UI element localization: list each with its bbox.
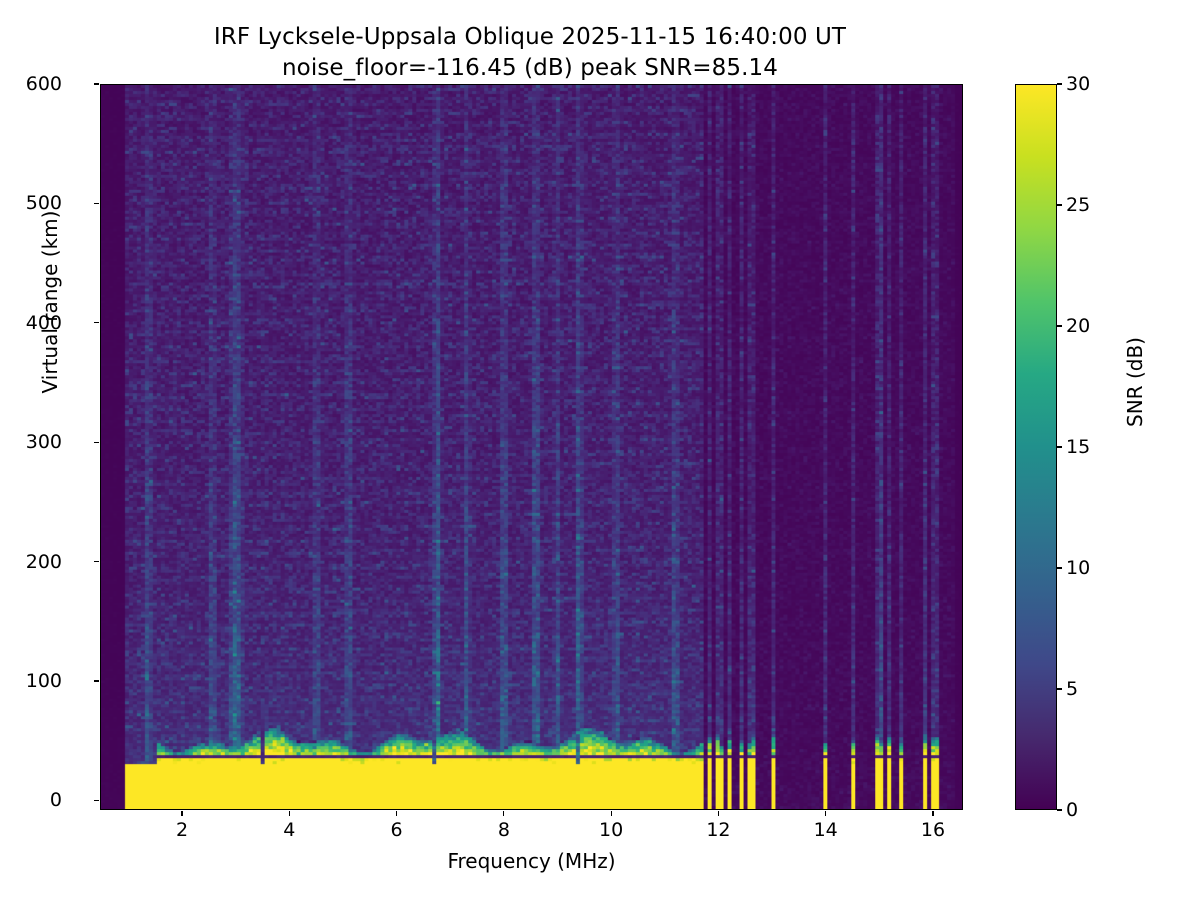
colorbar-tick-label-5: 5 xyxy=(1066,678,1079,700)
x-tick-label-14: 14 xyxy=(813,819,838,841)
y-tick-label-100: 100 xyxy=(25,670,62,693)
colorbar-tick-label-30: 30 xyxy=(1066,73,1091,95)
y-tick-300 xyxy=(94,441,99,443)
figure-title: IRF Lycksele-Uppsala Oblique 2025-11-15 … xyxy=(0,22,1060,83)
y-tick-100 xyxy=(94,680,99,682)
y-tick-label-0: 0 xyxy=(49,789,62,812)
x-tick-10 xyxy=(610,811,612,816)
colorbar-tick-label-25: 25 xyxy=(1066,194,1091,216)
y-tick-label-500: 500 xyxy=(25,192,62,215)
y-tick-label-300: 300 xyxy=(25,431,62,454)
y-tick-label-200: 200 xyxy=(25,550,62,573)
x-tick-label-10: 10 xyxy=(599,819,624,841)
x-tick-4 xyxy=(288,811,290,816)
y-tick-0 xyxy=(94,799,99,802)
y-tick-200 xyxy=(94,561,99,563)
colorbar-tick-label-20: 20 xyxy=(1066,315,1091,337)
x-tick-16 xyxy=(932,811,934,816)
x-tick-label-8: 8 xyxy=(497,819,510,841)
x-tick-label-6: 6 xyxy=(390,819,403,841)
colorbar-tick-20 xyxy=(1057,325,1062,327)
x-tick-6 xyxy=(396,811,398,816)
x-tick-14 xyxy=(825,811,827,816)
y-tick-label-400: 400 xyxy=(25,311,62,334)
colorbar-tick-5 xyxy=(1057,688,1062,690)
colorbar-tick-label-15: 15 xyxy=(1066,436,1091,458)
colorbar-tick-25 xyxy=(1057,204,1062,206)
colorbar-tick-label-10: 10 xyxy=(1066,557,1091,579)
title-line-1: IRF Lycksele-Uppsala Oblique 2025-11-15 … xyxy=(213,24,847,50)
colorbar-tick-label-0: 0 xyxy=(1066,799,1079,821)
title-line-2: noise_floor=-116.45 (dB) peak SNR=85.14 xyxy=(281,54,779,81)
colorbar-tick-15 xyxy=(1057,446,1062,448)
x-tick-label-12: 12 xyxy=(706,819,731,841)
colorbar xyxy=(1015,84,1057,810)
y-tick-600 xyxy=(94,83,99,85)
y-tick-400 xyxy=(94,322,99,324)
x-axis-label: Frequency (MHz) xyxy=(447,849,616,873)
colorbar-tick-0 xyxy=(1057,809,1062,811)
x-tick-2 xyxy=(181,811,183,816)
colorbar-tick-30 xyxy=(1057,83,1062,85)
y-tick-label-600: 600 xyxy=(25,73,62,95)
x-tick-8 xyxy=(503,811,505,816)
x-tick-label-2: 2 xyxy=(176,819,189,841)
ionogram-heatmap-canvas xyxy=(101,85,962,809)
x-tick-label-16: 16 xyxy=(920,819,946,841)
colorbar-tick-10 xyxy=(1057,567,1062,569)
x-tick-label-4: 4 xyxy=(283,819,296,841)
heatmap-axes xyxy=(100,84,963,810)
colorbar-label: SNR (dB) xyxy=(1123,337,1147,427)
x-tick-12 xyxy=(717,811,719,816)
y-tick-500 xyxy=(94,202,99,204)
